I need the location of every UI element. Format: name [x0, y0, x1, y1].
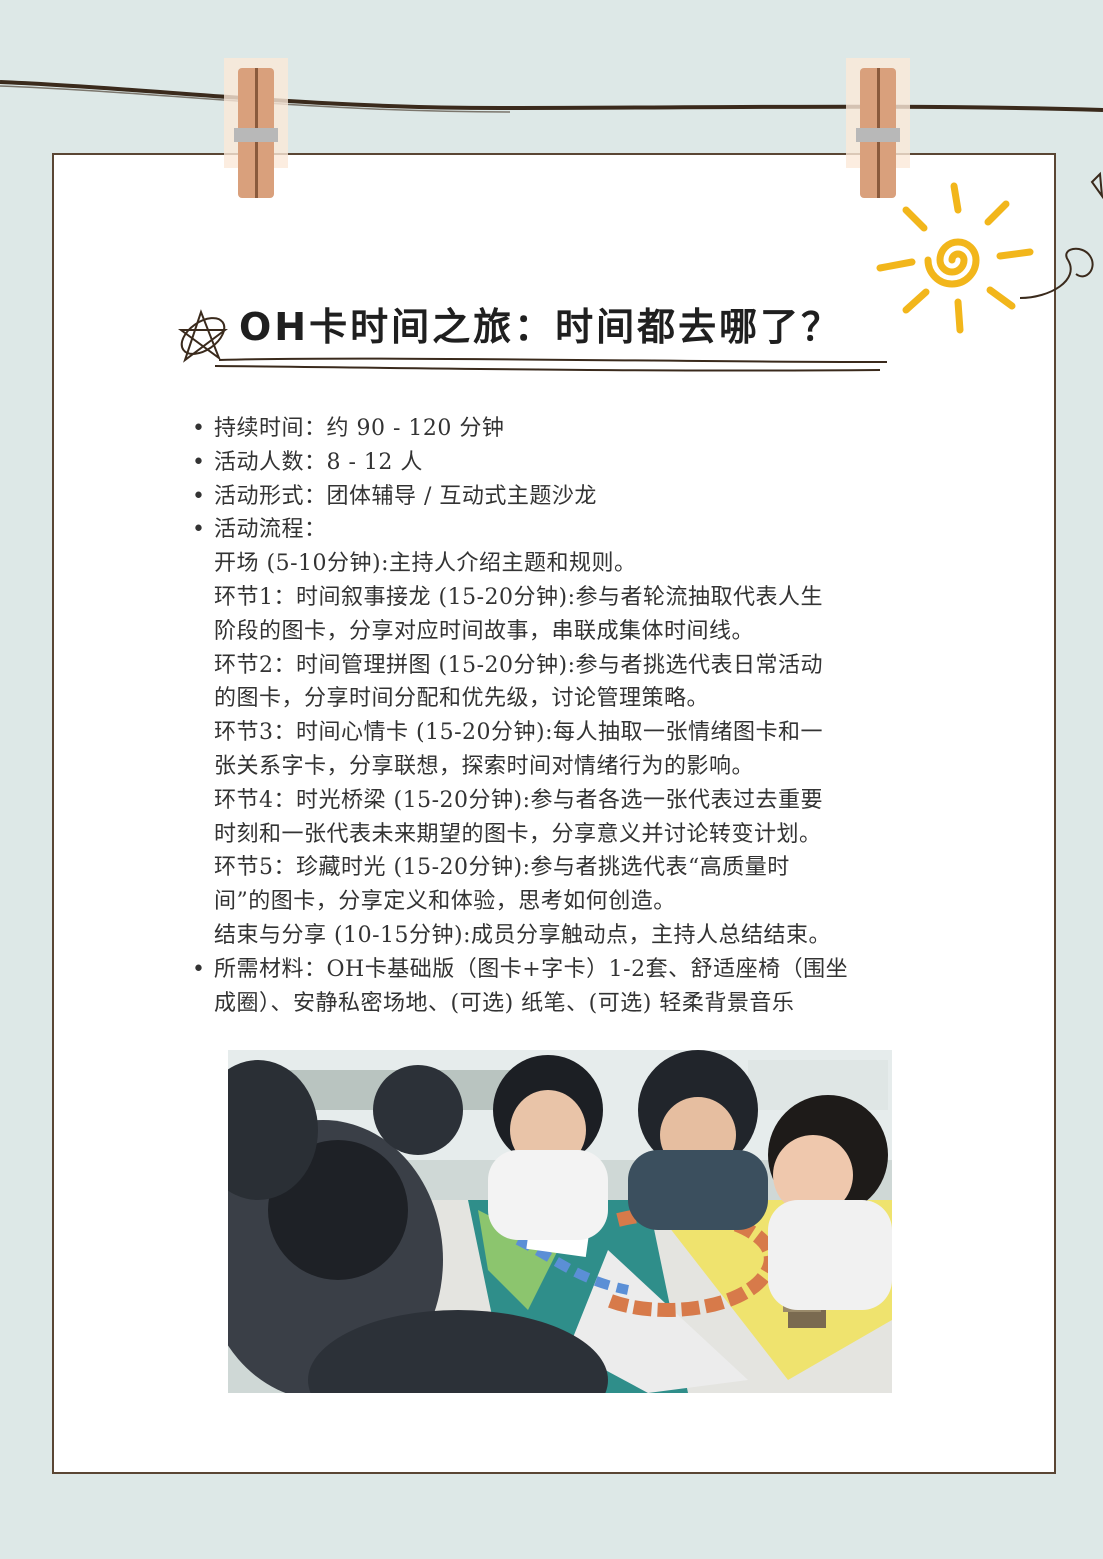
clothespin-left-icon — [224, 58, 288, 198]
flow-line: 阶段的图卡，分享对应时间故事，串联成集体时间线。 — [214, 618, 755, 644]
flow-line: 环节5：珍藏时光 (15-20分钟):参与者挑选代表“高质量时 — [214, 855, 790, 881]
materials-row: • 所需材料：OH卡基础版（图卡+字卡）1-2套、舒适座椅（围坐 — [192, 953, 917, 987]
flow-line: 结束与分享 (10-15分钟):成员分享触动点，主持人总结结束。 — [214, 922, 831, 948]
bullet: • — [192, 956, 206, 982]
activity-details: • 持续时间：约 90 - 120 分钟 • 活动人数： 8 - 12 人 • 活… — [192, 412, 917, 1020]
clothespin-right-icon — [846, 58, 910, 198]
page-title: OH卡时间之旅：时间都去哪了？ — [239, 305, 843, 349]
info-value: 团体辅导 / 互动式主题沙龙 — [326, 483, 597, 509]
flow-line: 张关系字卡，分享联想，探索时间对情绪行为的影响。 — [214, 753, 755, 779]
bullet: • — [192, 517, 206, 543]
activity-photo — [228, 1050, 892, 1393]
info-format: • 活动形式： 团体辅导 / 互动式主题沙龙 — [192, 480, 917, 514]
bullet: • — [192, 416, 206, 441]
info-value: 8 - 12 人 — [326, 449, 423, 475]
title-underline-doodle — [177, 309, 888, 372]
info-value: 约 90 - 120 分钟 — [326, 416, 505, 441]
materials-line: 所需材料：OH卡基础版（图卡+字卡）1-2套、舒适座椅（围坐 — [214, 956, 849, 982]
info-duration: • 持续时间：约 90 - 120 分钟 — [192, 412, 917, 446]
info-label: 持续时间： — [214, 416, 327, 441]
flow-line: 开场 (5-10分钟):主持人介绍主题和规则。 — [214, 551, 637, 577]
bullet: • — [192, 449, 206, 475]
flow-line: 环节1：时间叙事接龙 (15-20分钟):参与者轮流抽取代表人生 — [214, 584, 823, 610]
flow-line: 环节3：时间心情卡 (15-20分钟):每人抽取一张情绪图卡和一 — [214, 720, 823, 746]
flow-line: 环节4：时光桥梁 (15-20分钟):参与者各选一张代表过去重要 — [214, 787, 823, 813]
flow-line: 环节2：时间管理拼图 (15-20分钟):参与者挑选代表日常活动 — [214, 652, 823, 678]
info-label: 活动形式： — [214, 483, 327, 509]
flow-heading: 活动流程： — [214, 517, 327, 543]
flow-line: 时刻和一张代表未来期望的图卡，分享意义并讨论转变计划。 — [214, 821, 822, 847]
materials-line: 成圈）、安静私密场地、(可选) 纸笔、(可选) 轻柔背景音乐 — [214, 990, 795, 1016]
flow-heading-row: • 活动流程： — [192, 513, 917, 547]
flow-line: 的图卡，分享时间分配和优先级，讨论管理策略。 — [214, 686, 710, 712]
scribble-doodle-icon — [1020, 171, 1103, 299]
info-participants: • 活动人数： 8 - 12 人 — [192, 446, 917, 480]
sun-doodle-icon — [876, 182, 1034, 334]
bullet: • — [192, 483, 206, 509]
flow-line: 间”的图卡，分享定义和体验，思考如何创造。 — [214, 889, 676, 915]
info-label: 活动人数： — [214, 449, 327, 475]
activity-photo-illustration — [228, 1050, 892, 1393]
title-block: OH卡时间之旅：时间都去哪了？ — [175, 290, 915, 380]
